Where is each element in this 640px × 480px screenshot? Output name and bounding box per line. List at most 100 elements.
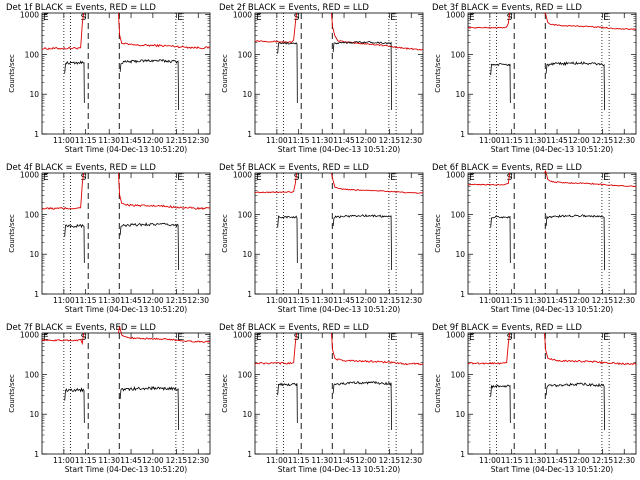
events-series-line [119,385,179,431]
x-tick-label: 12:30 [400,456,422,465]
x-tick-label: 11:45 [120,296,142,305]
y-tick-label: 1000 [233,171,252,180]
chart-title: Det 5f BLACK = Events, RED = LLD [219,163,369,173]
events-series-line [490,215,511,264]
x-axis-label: Start Time (04-Dec-13 10:51:20) [278,145,400,154]
x-axis-label: Start Time (04-Dec-13 10:51:20) [491,145,613,154]
y-axis-label: Counts/sec [221,374,229,413]
events-series-line [545,61,605,111]
x-tick-label: 12:30 [187,456,209,465]
x-tick-label: 11:30 [98,136,120,145]
x-tick-label: 11:15 [75,456,97,465]
x-tick-label: 11:00 [266,136,288,145]
y-tick-label: 1 [460,450,465,459]
detector-chart: Det 7f BLACK = Events, RED = LLD 1 10 100 10… [6,323,211,474]
x-axis-label: Start Time (04-Dec-13 10:51:20) [278,305,400,314]
y-tick-label: 1 [460,130,465,139]
y-tick-label: 100 [238,370,253,379]
x-tick-label: 12:00 [568,296,590,305]
x-tick-label: 11:00 [479,296,501,305]
plot-frame [254,172,424,295]
x-tick-label: 12:15 [592,136,614,145]
y-tick-label: 1000 [20,11,39,20]
y-tick-label: 1 [247,130,252,139]
chart-title: Det 3f BLACK = Events, RED = LLD [432,3,582,13]
marker-e-start: E [256,13,262,23]
x-tick-label: 11:30 [524,456,546,465]
detector-chart: Det 3f BLACK = Events, RED = LLD 1 10 100 10… [432,3,637,154]
chart-title: Det 8f BLACK = Events, RED = LLD [219,323,369,333]
y-tick-label: 100 [238,210,253,219]
y-tick-label: 100 [451,210,466,219]
marker-e-end: E [603,173,609,183]
lld-series-line [544,12,637,30]
detector-panel: Det 7f BLACK = Events, RED = LLD 1 10 100 10… [0,320,213,480]
plot-frame [467,332,637,455]
detector-chart: Det 4f BLACK = Events, RED = LLD 1 10 100 10… [6,163,211,314]
y-tick-label: 1000 [446,11,465,20]
marker-e-start: E [43,173,49,183]
y-tick-label: 1 [247,450,252,459]
x-tick-label: 11:45 [120,456,142,465]
y-tick-label: 10 [455,90,465,99]
lld-series-line [467,172,511,186]
y-tick-label: 1 [34,450,39,459]
marker-s: S [507,13,513,23]
x-tick-label: 12:30 [613,296,635,305]
x-tick-label: 11:00 [53,136,75,145]
events-series-line [277,42,298,104]
x-tick-label: 12:15 [592,456,614,465]
lld-series-line [330,12,424,51]
y-tick-label: 1000 [446,331,465,340]
y-tick-label: 100 [451,50,466,59]
x-axis-label: Start Time (04-Dec-13 10:51:20) [491,465,613,474]
lld-series-line [543,332,637,366]
y-axis-label: Counts/sec [8,214,16,253]
x-tick-label: 12:15 [166,136,188,145]
marker-s: S [81,333,87,343]
y-axis-label: Counts/sec [434,374,442,413]
marker-e-start: E [256,333,262,343]
x-tick-label: 11:30 [98,296,120,305]
y-axis-label: Counts/sec [434,214,442,253]
detector-panel: Det 6f BLACK = Events, RED = LLD 1 10 100 10… [426,160,639,320]
y-tick-label: 1000 [20,171,39,180]
marker-e-start: E [469,333,475,343]
x-tick-label: 11:30 [524,136,546,145]
y-tick-label: 10 [242,410,252,419]
x-tick-label: 11:15 [288,296,310,305]
chart-title: Det 4f BLACK = Events, RED = LLD [6,163,156,173]
x-tick-label: 11:30 [311,136,333,145]
detector-chart: Det 1f BLACK = Events, RED = LLD 1 10 100 10… [6,3,211,154]
marker-e-end: E [603,13,609,23]
marker-e-start: E [469,173,475,183]
detector-panel: Det 9f BLACK = Events, RED = LLD 1 10 100 10… [426,320,639,480]
x-tick-label: 12:15 [166,296,188,305]
y-tick-label: 100 [238,50,253,59]
lld-series-line [41,332,85,346]
marker-s: S [81,173,87,183]
x-tick-label: 11:15 [501,136,523,145]
x-tick-label: 11:00 [266,296,288,305]
y-tick-label: 10 [242,250,252,259]
x-tick-label: 12:00 [142,456,164,465]
events-series-line [64,387,85,424]
lld-series-line [467,12,511,29]
marker-s: S [294,173,300,183]
lld-series-line [544,169,637,188]
detector-chart: Det 6f BLACK = Events, RED = LLD 1 10 100 10… [432,163,637,314]
x-tick-label: 12:15 [379,296,401,305]
detector-chart: Det 5f BLACK = Events, RED = LLD 1 10 100 10… [219,163,424,314]
y-tick-label: 10 [29,250,39,259]
events-series-line [545,214,605,271]
y-tick-label: 1000 [446,171,465,180]
plot-frame [467,12,637,135]
chart-title: Det 9f BLACK = Events, RED = LLD [432,323,582,333]
marker-e-start: E [469,13,475,23]
detector-panel: Det 3f BLACK = Events, RED = LLD 1 10 100 10… [426,0,639,160]
x-tick-label: 11:30 [524,296,546,305]
marker-e-end: E [177,13,183,23]
chart-title: Det 1f BLACK = Events, RED = LLD [6,3,156,13]
marker-e-end: E [177,173,183,183]
